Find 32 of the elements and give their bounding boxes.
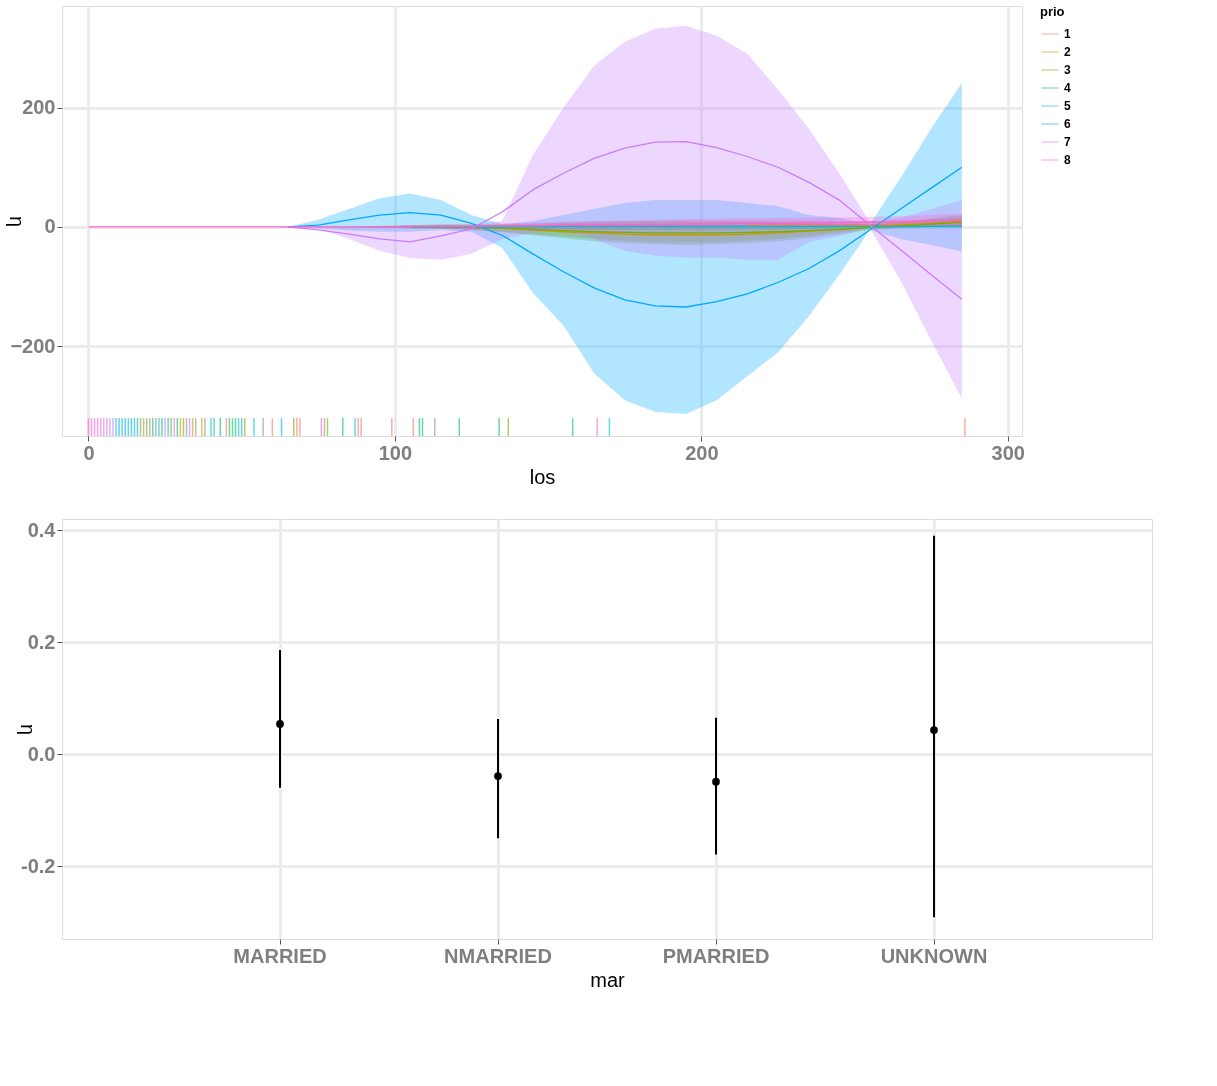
point [712, 777, 720, 786]
y-tick-label: 0.0 [27, 742, 56, 765]
x-tick-label: 0 [83, 441, 95, 464]
y-tick-label: −200 [10, 334, 56, 357]
y-tick-label: -0.2 [21, 854, 56, 877]
legend-label: 4 [1064, 81, 1071, 95]
y-tick-label: 0 [44, 215, 56, 238]
x-tick-label: NMARRIED [444, 944, 552, 967]
y-tick-label: 0.4 [27, 518, 57, 541]
legend-label: 5 [1064, 99, 1071, 113]
y-axis-title: η [6, 215, 29, 228]
legend-label: 1 [1064, 27, 1071, 41]
point [930, 726, 938, 734]
x-tick-label: UNKNOWN [880, 944, 988, 967]
x-tick-label: 300 [991, 441, 1025, 464]
point [494, 772, 502, 780]
y-axis-title: η [17, 723, 40, 736]
x-axis-title: mar [590, 968, 626, 991]
x-tick-label: PMARRIED [662, 944, 770, 967]
point [276, 720, 284, 728]
x-tick-label: 200 [685, 441, 719, 464]
y-tick-label: 200 [22, 96, 56, 119]
legend-label: 6 [1064, 117, 1071, 131]
x-tick-label: MARRIED [233, 944, 327, 967]
y-tick-label: 0.2 [27, 630, 56, 653]
legend-label: 3 [1064, 63, 1071, 77]
x-axis-title: los [529, 465, 556, 488]
legend-title: prio [1040, 4, 1065, 19]
legend-label: 8 [1064, 153, 1071, 167]
x-tick-label: 100 [378, 441, 413, 464]
legend-label: 2 [1064, 45, 1071, 59]
legend-label: 7 [1064, 135, 1071, 149]
